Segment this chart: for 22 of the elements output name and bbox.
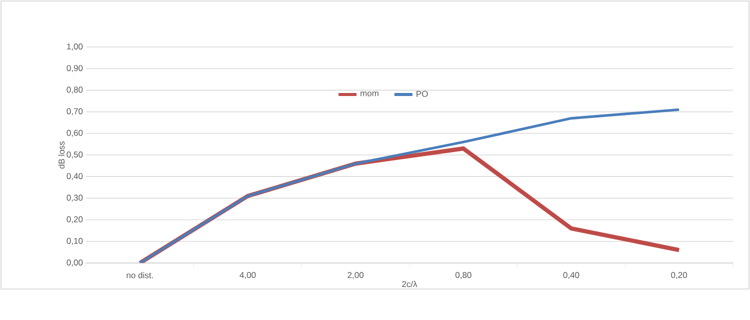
line-series [138, 108, 680, 263]
legend-label: PO [416, 90, 428, 97]
y-tick-label: 0,70 [66, 108, 83, 116]
y-tick-label: 0,80 [66, 86, 83, 94]
legend-label: mom [360, 92, 378, 96]
x-tick-label: 4,00 [240, 272, 256, 280]
y-tick-label: 0,90 [66, 65, 83, 72]
y-tick-label: 0,10 [66, 238, 83, 245]
y-tick-label: 0,20 [66, 216, 83, 224]
y-tick-label: 0,40 [66, 173, 83, 180]
x-tick-label: 0,80 [455, 272, 472, 280]
y-tick-label: 0,60 [66, 130, 83, 137]
x-tick-label: no dist. [126, 272, 153, 278]
x-tick-label: 0,20 [671, 272, 688, 280]
y-tick-label: 0,30 [66, 194, 83, 202]
x-axis-title: 2c/λ [402, 280, 418, 288]
y-tick-label: 1,00 [67, 43, 83, 50]
x-tick-label: 2,00 [348, 272, 364, 280]
y-tick-label: 0,00 [66, 259, 83, 266]
x-tick-label: 0,40 [563, 272, 580, 280]
y-axis-title: dB loss [58, 141, 65, 169]
y-tick-label: 0,50 [66, 151, 83, 158]
